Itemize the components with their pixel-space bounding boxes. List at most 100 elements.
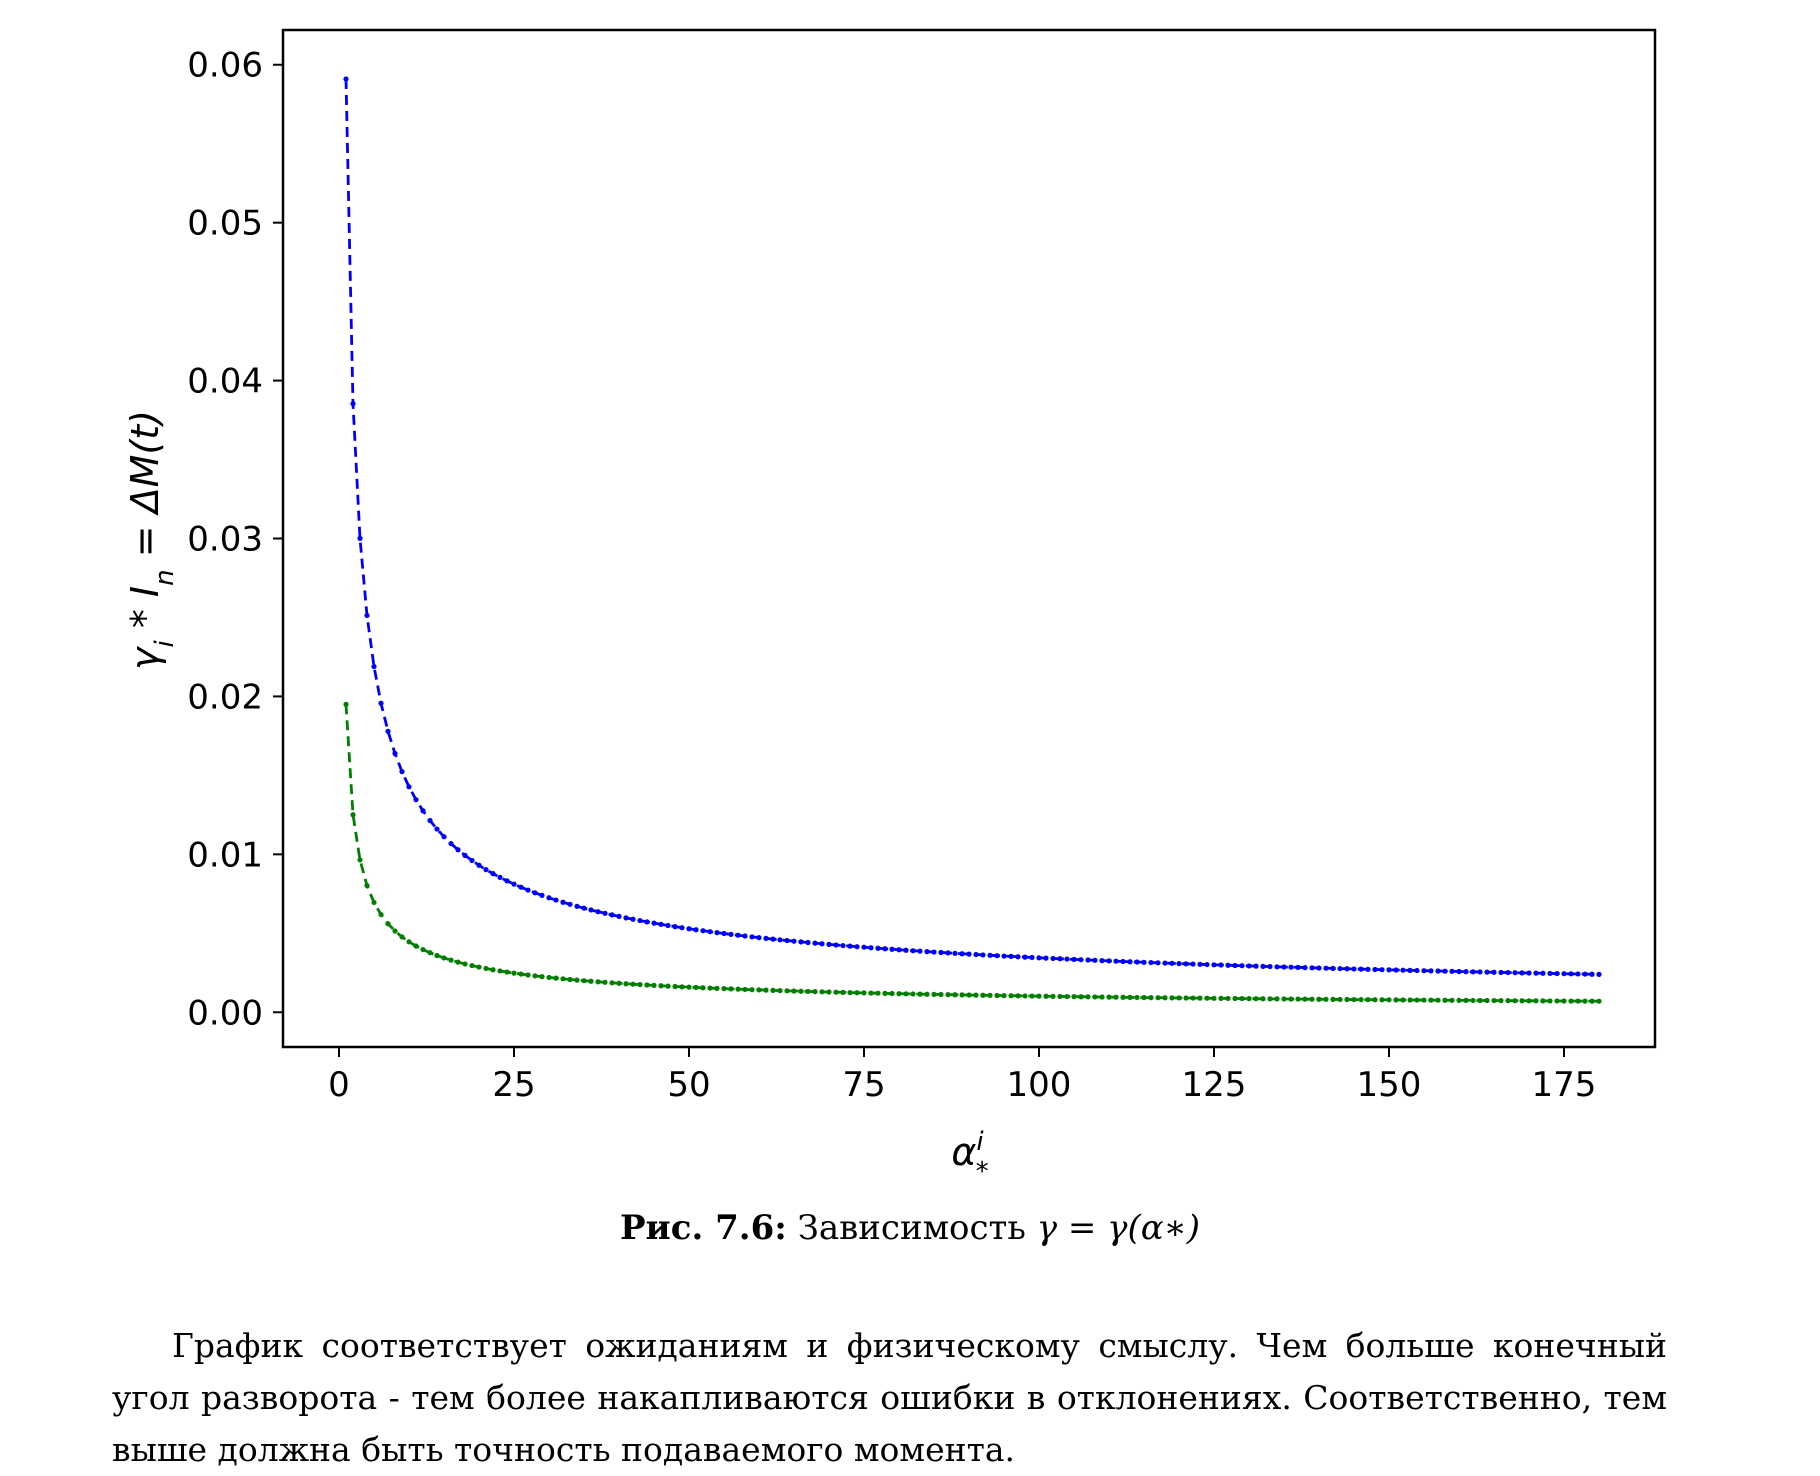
- series-point: [1169, 960, 1175, 966]
- series-point: [868, 990, 874, 996]
- series-point: [1197, 961, 1203, 967]
- x-tick-label: 50: [667, 1065, 710, 1105]
- series-point: [1568, 971, 1574, 977]
- series-point: [1015, 993, 1021, 999]
- series-point: [1498, 998, 1504, 1004]
- series-point: [735, 932, 741, 938]
- series-point: [1141, 994, 1147, 1001]
- series-point: [1183, 995, 1189, 1001]
- series-point: [924, 991, 930, 997]
- series-point: [1134, 994, 1140, 1001]
- series-point: [539, 892, 545, 898]
- series-point: [371, 663, 377, 670]
- series-point: [1421, 968, 1427, 974]
- series-point: [833, 989, 839, 995]
- series-point: [1211, 995, 1217, 1001]
- series-point: [889, 990, 895, 997]
- series-point: [672, 983, 678, 990]
- series-point: [875, 990, 881, 996]
- series-point: [959, 951, 965, 957]
- series-point: [644, 982, 650, 988]
- series-point: [560, 899, 566, 905]
- series-point: [1211, 962, 1217, 968]
- series-point: [623, 915, 629, 921]
- series-point: [637, 917, 643, 924]
- y-tick-label: 0.02: [187, 677, 263, 717]
- series-point: [532, 890, 538, 896]
- series-point: [987, 952, 993, 958]
- series-point: [1155, 960, 1161, 966]
- series-point: [1246, 963, 1252, 969]
- series-point: [1064, 956, 1070, 962]
- series-point: [1057, 956, 1063, 962]
- series-point: [1477, 969, 1483, 975]
- series-point: [1176, 960, 1182, 967]
- series-point: [1169, 995, 1175, 1001]
- series-point: [1575, 998, 1581, 1004]
- series-point: [917, 991, 923, 997]
- x-tick-label: 125: [1182, 1065, 1247, 1105]
- series-point: [896, 947, 902, 953]
- series-point: [1281, 964, 1287, 970]
- series-point: [1526, 970, 1532, 976]
- series-point: [350, 401, 356, 407]
- series-point: [1554, 998, 1560, 1004]
- series-point: [1365, 997, 1371, 1003]
- series-point: [742, 933, 748, 939]
- series-point: [1078, 994, 1084, 1000]
- x-tick-label: 100: [1007, 1065, 1072, 1105]
- series-point: [574, 977, 580, 983]
- series-point: [742, 986, 748, 993]
- series-point: [1400, 967, 1406, 973]
- series-point: [518, 971, 524, 977]
- y-tick-label: 0.05: [187, 204, 263, 244]
- series-point: [1484, 969, 1490, 975]
- series-point: [1050, 993, 1056, 999]
- y-tick-label: 0.03: [187, 520, 263, 560]
- series-point: [630, 916, 636, 922]
- y-axis: 0.00 0.01 0.02 0.03 0.04 0.05 0.06: [187, 46, 283, 1033]
- series-point: [1554, 970, 1560, 977]
- series-point: [819, 941, 825, 947]
- series-point: [476, 964, 482, 970]
- series-point: [616, 913, 622, 920]
- series-point: [1204, 961, 1210, 968]
- series-point: [749, 987, 755, 993]
- series-point: [1029, 954, 1035, 961]
- series-point: [1547, 970, 1553, 977]
- series-point: [1407, 997, 1413, 1003]
- series-point: [1470, 969, 1476, 975]
- series-point: [1099, 994, 1105, 1000]
- series-point: [1029, 993, 1035, 999]
- series-point: [1379, 967, 1385, 973]
- series-point: [1512, 970, 1518, 976]
- series-point: [1435, 968, 1441, 974]
- series-point: [1379, 997, 1385, 1003]
- series-point: [1176, 995, 1182, 1001]
- series-point: [1225, 995, 1231, 1002]
- y-tick-label: 0.00: [187, 993, 263, 1033]
- series-point: [770, 936, 776, 942]
- series-point: [637, 981, 643, 988]
- series-point: [567, 901, 573, 907]
- series-point: [973, 951, 979, 958]
- series-point: [560, 976, 566, 982]
- series-point: [553, 897, 559, 903]
- series-point: [1085, 994, 1091, 1000]
- series-point: [665, 983, 671, 989]
- series-point: [1519, 998, 1525, 1004]
- series-point: [1218, 995, 1224, 1001]
- series-point: [392, 928, 398, 934]
- series-point: [420, 946, 426, 953]
- series-point: [343, 701, 349, 707]
- series-point: [1428, 997, 1434, 1003]
- series-point: [770, 987, 776, 993]
- series-point: [728, 986, 734, 992]
- series-point: [1246, 996, 1252, 1002]
- series-point: [595, 979, 601, 985]
- series-point: [861, 990, 867, 996]
- series-point: [420, 808, 426, 814]
- series-point: [1372, 997, 1378, 1003]
- series-point: [1204, 995, 1210, 1001]
- series-point: [1414, 967, 1420, 974]
